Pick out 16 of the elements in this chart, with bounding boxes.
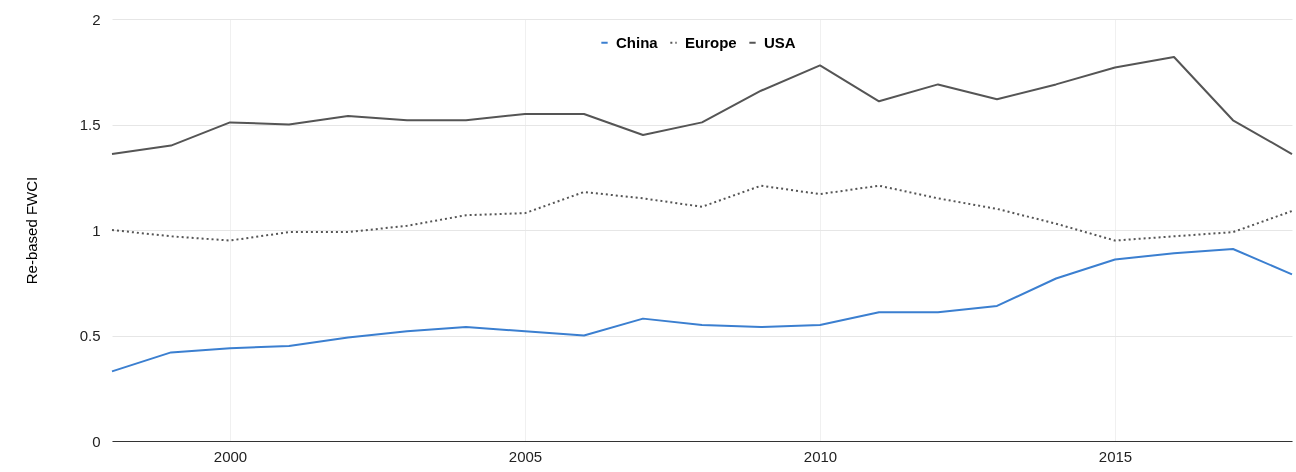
y-tick-label: 1.5 <box>79 116 101 133</box>
y-axis-title: Re-based FWCI <box>22 176 40 285</box>
x-tick-label: 2010 <box>803 447 838 465</box>
y-tick-label: 1 <box>92 221 101 239</box>
x-tick-label: 2000 <box>213 447 248 465</box>
legend-label: USA <box>764 33 796 51</box>
line-series <box>111 247 1293 373</box>
y-tick-label: 0 <box>92 432 101 450</box>
y-tick-label: 0.5 <box>79 327 101 344</box>
legend-label: China <box>616 33 659 51</box>
line-series <box>111 55 1293 156</box>
x-tick-label: 2015 <box>1098 447 1133 465</box>
legend-label: Europe <box>685 33 737 51</box>
x-tick-label: 2005 <box>508 447 543 465</box>
y-tick-label: 2 <box>92 10 101 28</box>
line-series <box>111 184 1293 242</box>
